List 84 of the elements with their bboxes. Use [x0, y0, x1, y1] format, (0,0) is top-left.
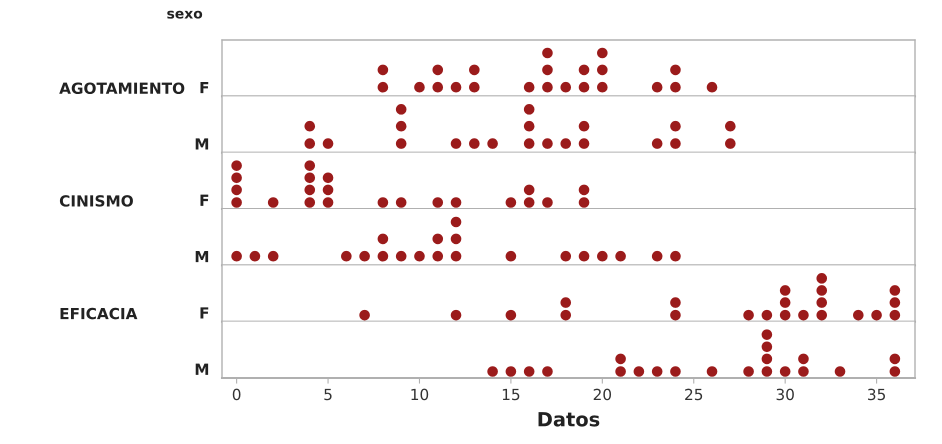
point — [268, 197, 278, 208]
point — [670, 297, 681, 308]
x-tick-label: 10 — [411, 388, 428, 400]
point — [816, 273, 828, 284]
point — [780, 366, 790, 377]
x-axis-title: Datos — [538, 412, 600, 427]
point — [432, 197, 444, 208]
point — [615, 366, 626, 377]
point — [542, 197, 553, 208]
y-axis-title: M — [196, 138, 208, 150]
point — [378, 197, 388, 208]
point — [231, 160, 242, 171]
point — [450, 197, 462, 208]
x-tick-label: 20 — [594, 388, 612, 400]
point — [304, 160, 316, 171]
point — [231, 184, 242, 196]
point — [231, 172, 242, 184]
point — [524, 197, 534, 208]
point — [762, 366, 772, 377]
text: CINISMO — [60, 195, 133, 207]
point — [634, 366, 644, 377]
y-axis-title: M — [196, 251, 208, 262]
point — [780, 297, 790, 308]
point — [506, 197, 516, 208]
text: AGOTAMIENTO — [59, 82, 184, 94]
point — [578, 197, 590, 208]
point — [890, 354, 900, 364]
x-tick-label: 15 — [502, 388, 520, 400]
point — [652, 366, 662, 377]
x-tick-label: 30 — [776, 388, 794, 400]
point — [743, 310, 754, 320]
point — [780, 310, 790, 320]
point — [834, 366, 846, 377]
x-tick-label: 5 — [324, 388, 332, 400]
point — [670, 366, 681, 377]
point — [871, 310, 882, 320]
point — [506, 366, 516, 377]
point — [762, 310, 772, 320]
y-axis-title: F — [200, 307, 208, 318]
point — [322, 184, 334, 196]
point — [816, 285, 828, 296]
text: sexo — [167, 10, 202, 19]
point — [890, 285, 900, 296]
point — [798, 354, 809, 364]
point — [322, 197, 334, 208]
y-axis-title: F — [200, 82, 208, 94]
point — [762, 354, 772, 364]
x-tick-label: 25 — [685, 388, 702, 400]
x-tick-label: 0 — [232, 388, 240, 400]
point — [615, 354, 626, 364]
y-axis-title: M — [196, 364, 208, 375]
point — [524, 184, 534, 196]
point — [816, 310, 828, 320]
point — [542, 366, 553, 377]
point — [322, 172, 334, 184]
point — [524, 366, 534, 377]
y-axis-title: F — [200, 194, 208, 206]
point — [560, 310, 572, 320]
point — [450, 310, 462, 320]
point — [743, 366, 754, 377]
point — [780, 285, 790, 296]
point — [487, 366, 498, 377]
point — [890, 310, 900, 320]
point — [853, 310, 864, 320]
point — [798, 310, 809, 320]
text: EFICACIA — [60, 308, 138, 320]
point — [798, 366, 809, 377]
point — [304, 197, 316, 208]
point — [890, 297, 900, 308]
x-tick-label: 35 — [868, 388, 885, 400]
point — [670, 310, 681, 320]
point — [359, 310, 370, 320]
point — [890, 366, 900, 377]
point — [762, 329, 772, 340]
point — [304, 184, 316, 196]
point — [506, 310, 516, 320]
point — [304, 172, 316, 184]
point — [762, 342, 772, 352]
point — [706, 366, 718, 377]
point — [560, 297, 572, 308]
point — [816, 297, 828, 308]
point — [578, 184, 590, 196]
point — [396, 197, 406, 208]
point — [231, 197, 242, 208]
